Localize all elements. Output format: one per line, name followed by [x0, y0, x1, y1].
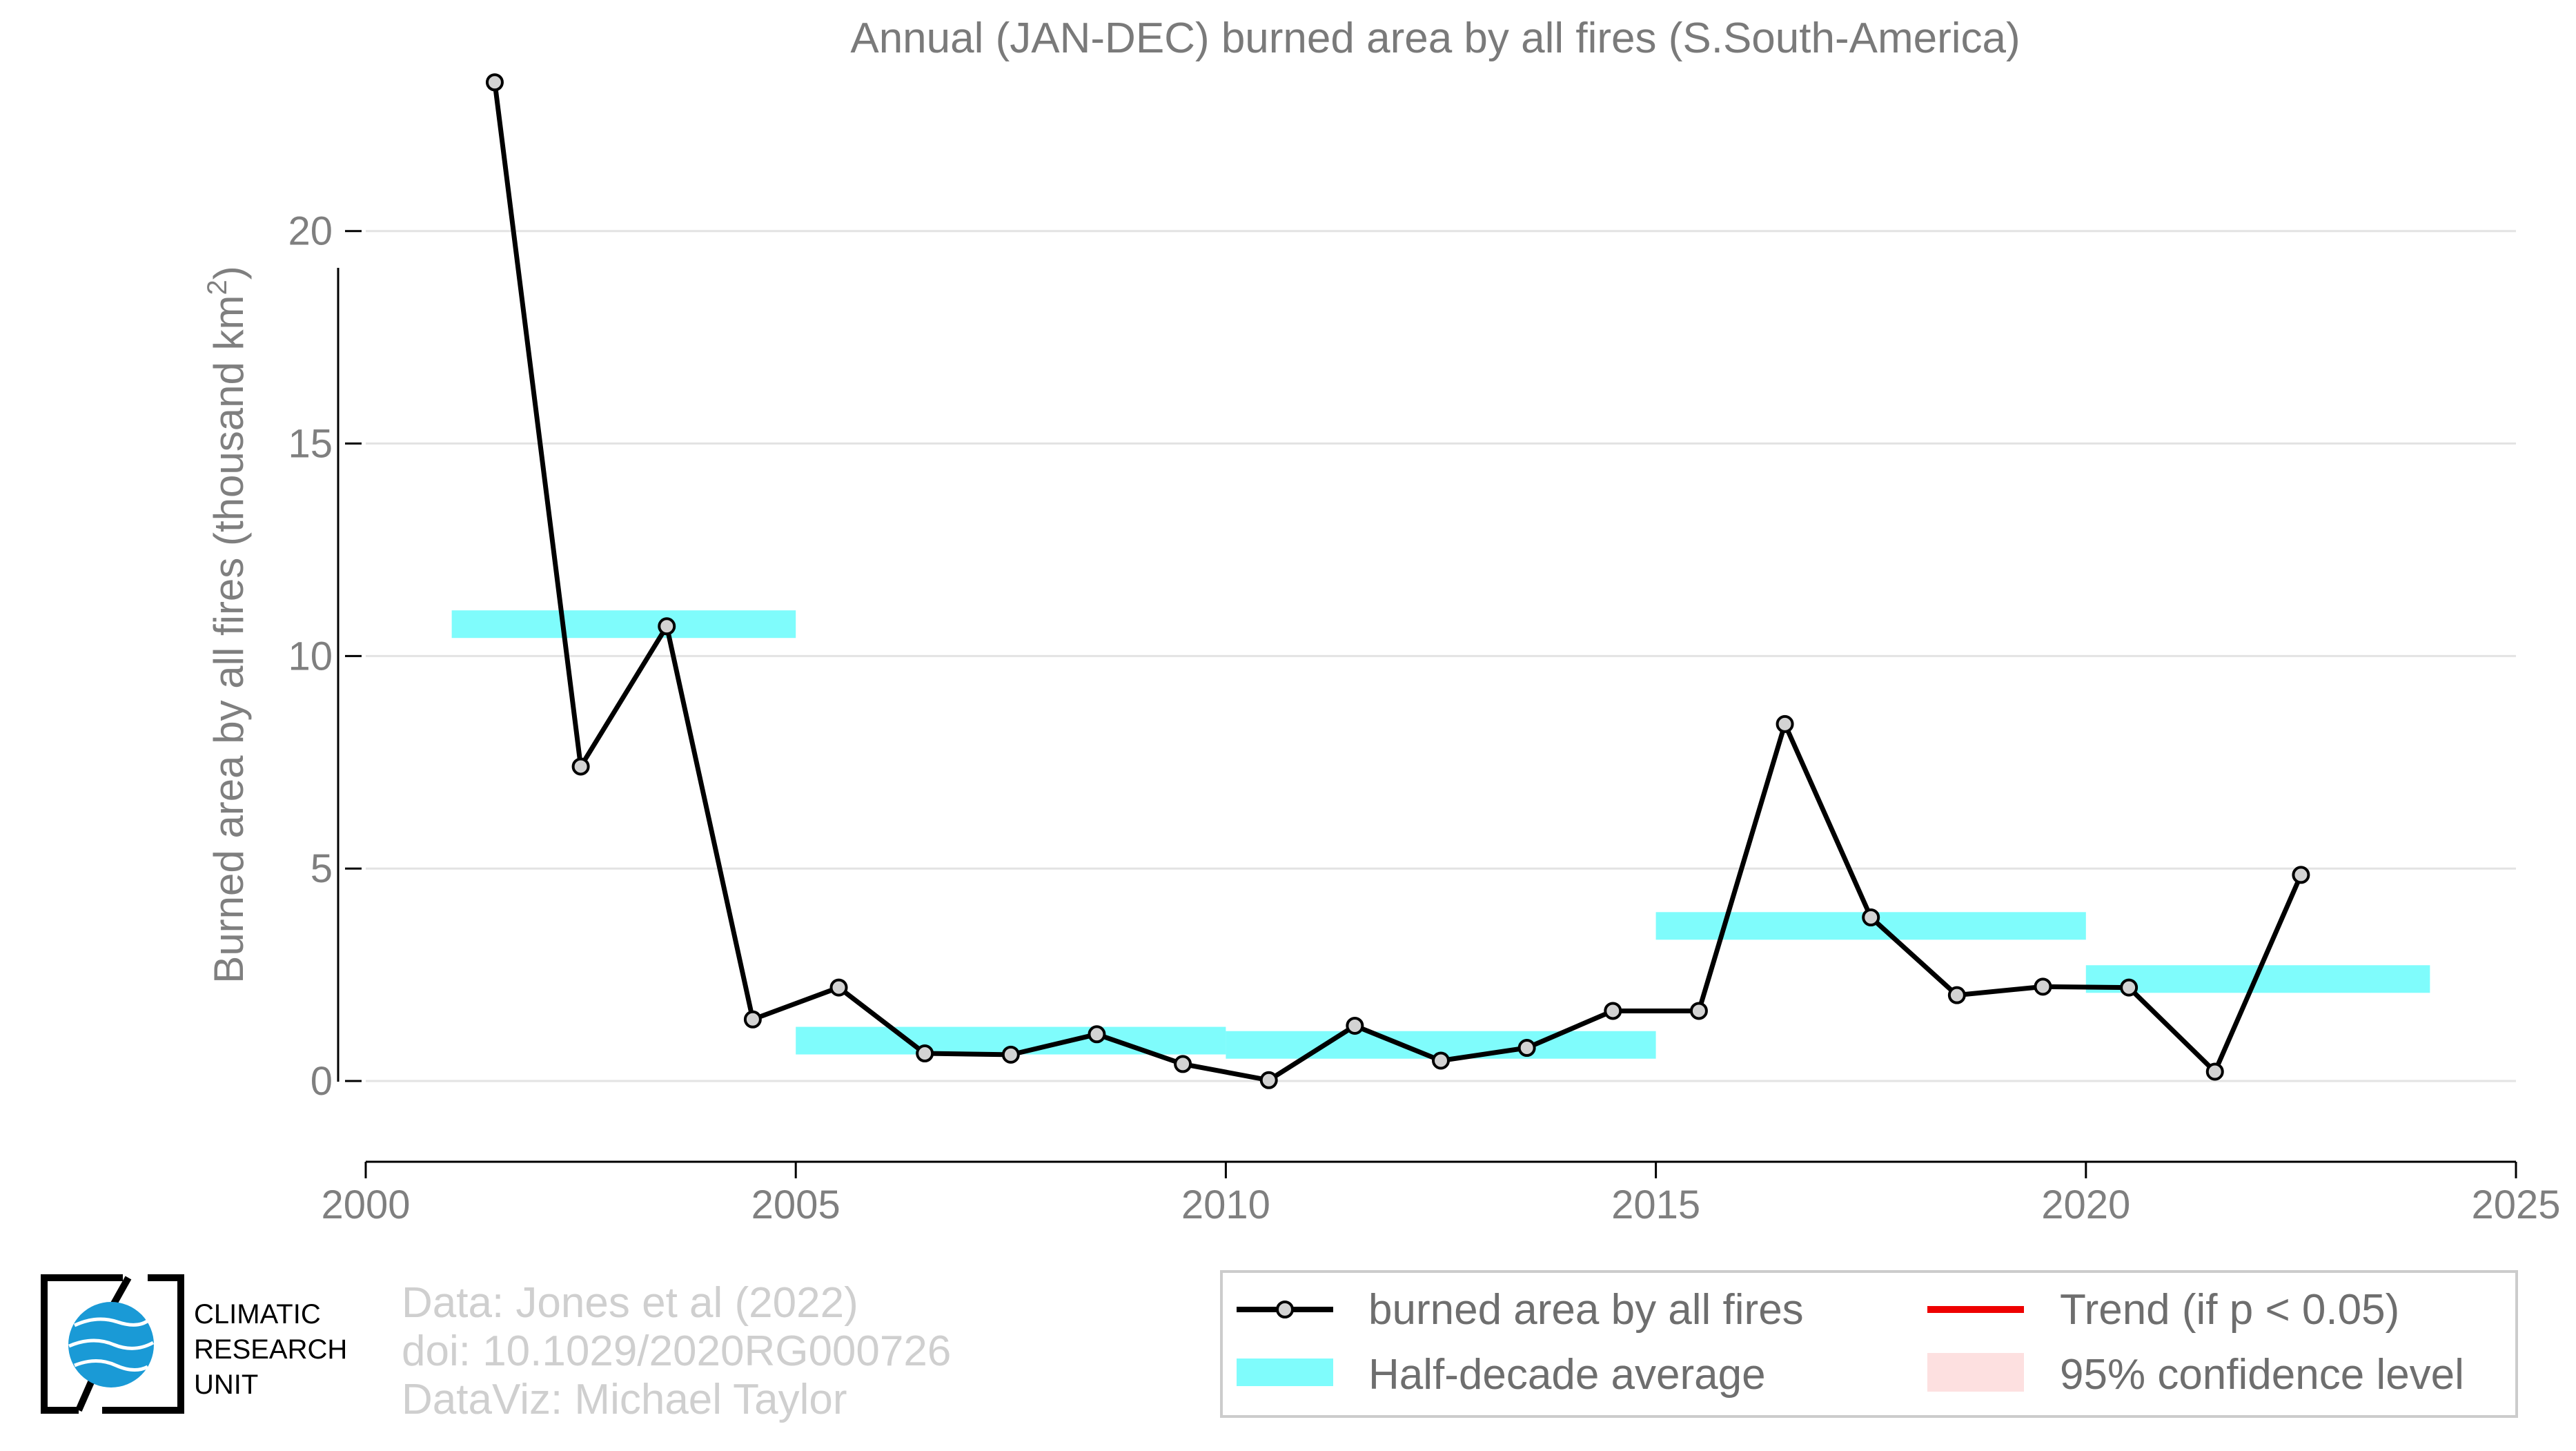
- data-point-2009.5: [1174, 1055, 1192, 1073]
- data-point-2014.5: [1604, 1002, 1622, 1020]
- data-point-2018.5: [1947, 986, 1966, 1004]
- legend-label-half-decade: Half-decade average: [1368, 1351, 1766, 1399]
- data-point-2011.5: [1346, 1016, 1364, 1035]
- series-line-0: [492, 81, 2303, 1083]
- legend-label-trend: Trend (if p < 0.05): [2060, 1286, 2399, 1334]
- tick-labels: 0 5 10 15 20 2000 2005 2010 2015 2020 2025: [288, 209, 2560, 1227]
- axes: [337, 230, 2517, 1178]
- legend-swatch-confidence: [1927, 1353, 2024, 1392]
- data-point-2019.5: [2034, 977, 2052, 996]
- x-tick-label-2025: 2025: [2471, 1182, 2560, 1227]
- credit-doi: doi: 10.1029/2020RG000726: [402, 1327, 951, 1375]
- data-point-2006.5: [916, 1044, 934, 1063]
- chart-title: Annual (JAN-DEC) burned area by all fire…: [850, 14, 2020, 62]
- data-point-2010.5: [1259, 1071, 1278, 1089]
- credit-dataviz: DataViz: Michael Taylor: [402, 1376, 847, 1423]
- legend-label-burned-area: burned area by all fires: [1368, 1286, 1804, 1334]
- data-point-2002.5: [571, 757, 590, 776]
- legend-box: [1220, 1270, 2518, 1418]
- y-tick-label-20: 20: [288, 209, 333, 254]
- x-tick-label-2020: 2020: [2041, 1182, 2130, 1227]
- data-point-2012.5: [1432, 1051, 1450, 1070]
- y-tick-label-15: 15: [288, 422, 333, 467]
- gridlines: [366, 230, 2516, 1082]
- legend-swatch-half-decade: [1237, 1359, 1333, 1386]
- data-point-2001.5: [485, 73, 504, 92]
- data-point-2017.5: [1862, 908, 1880, 927]
- data-point-2016.5: [1776, 714, 1794, 733]
- y-axis-label: Burned area by all fires (thousand km2): [202, 266, 252, 983]
- y-tick-label-0: 0: [311, 1059, 333, 1104]
- logo-bracket-left: [41, 1274, 123, 1414]
- logo-line-3: UNIT: [194, 1370, 258, 1400]
- y-tick-label-5: 5: [311, 846, 333, 891]
- data-point-2022.5: [2292, 866, 2310, 884]
- half-decade-band-0: [451, 610, 796, 639]
- x-tick-label-2015: 2015: [1611, 1182, 1700, 1227]
- y-tick-label-10: 10: [288, 634, 333, 679]
- logo-line-2: RESEARCH: [194, 1334, 347, 1365]
- series-burned-area: [485, 73, 2310, 1089]
- data-point-2021.5: [2205, 1062, 2224, 1081]
- credit-data: Data: Jones et al (2022): [402, 1279, 858, 1327]
- data-point-2020.5: [2120, 978, 2139, 997]
- logo-bracket-right: [102, 1274, 184, 1414]
- data-point-2015.5: [1689, 1002, 1708, 1020]
- legend-label-confidence: 95% confidence level: [2060, 1351, 2464, 1399]
- data-point-2007.5: [1001, 1045, 1020, 1064]
- legend-swatch-marker: [1276, 1301, 1294, 1318]
- x-tick-label-2005: 2005: [751, 1182, 840, 1227]
- legend: burned area by all fires Trend (if p < 0…: [1220, 1270, 2518, 1418]
- data-point-2008.5: [1088, 1025, 1106, 1044]
- data-point-2013.5: [1517, 1039, 1536, 1058]
- cru-logo: CLIMATIC RESEARCH UNIT: [41, 1274, 347, 1414]
- data-point-2004.5: [743, 1010, 762, 1029]
- x-tick-label-2000: 2000: [321, 1182, 410, 1227]
- data-point-2003.5: [658, 617, 676, 636]
- x-tick-label-2010: 2010: [1181, 1182, 1270, 1227]
- logo-line-1: CLIMATIC: [194, 1299, 321, 1330]
- data-point-2005.5: [829, 978, 848, 997]
